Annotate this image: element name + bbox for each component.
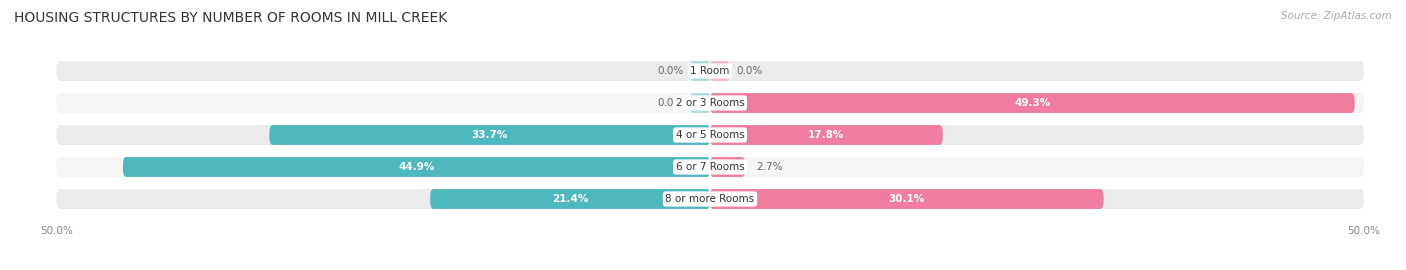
Text: 33.7%: 33.7% [471, 130, 508, 140]
Text: 0.0%: 0.0% [658, 66, 683, 76]
Text: 8 or more Rooms: 8 or more Rooms [665, 194, 755, 204]
FancyBboxPatch shape [56, 61, 1364, 81]
Text: 4 or 5 Rooms: 4 or 5 Rooms [676, 130, 744, 140]
Text: 1 Room: 1 Room [690, 66, 730, 76]
FancyBboxPatch shape [270, 125, 710, 145]
FancyBboxPatch shape [710, 157, 745, 177]
FancyBboxPatch shape [56, 125, 1364, 145]
FancyBboxPatch shape [56, 157, 1364, 177]
FancyBboxPatch shape [690, 93, 710, 113]
Text: 30.1%: 30.1% [889, 194, 925, 204]
Text: 0.0%: 0.0% [737, 66, 762, 76]
Text: 2.7%: 2.7% [756, 162, 782, 172]
FancyBboxPatch shape [56, 189, 1364, 209]
FancyBboxPatch shape [710, 189, 1104, 209]
FancyBboxPatch shape [710, 93, 1354, 113]
Text: 0.0%: 0.0% [658, 98, 683, 108]
Text: Source: ZipAtlas.com: Source: ZipAtlas.com [1281, 11, 1392, 21]
Text: HOUSING STRUCTURES BY NUMBER OF ROOMS IN MILL CREEK: HOUSING STRUCTURES BY NUMBER OF ROOMS IN… [14, 11, 447, 25]
Text: 2 or 3 Rooms: 2 or 3 Rooms [676, 98, 744, 108]
Text: 6 or 7 Rooms: 6 or 7 Rooms [676, 162, 744, 172]
FancyBboxPatch shape [122, 157, 710, 177]
Text: 21.4%: 21.4% [553, 194, 588, 204]
FancyBboxPatch shape [710, 125, 943, 145]
FancyBboxPatch shape [710, 61, 730, 81]
FancyBboxPatch shape [56, 93, 1364, 113]
Text: 44.9%: 44.9% [398, 162, 434, 172]
Text: 17.8%: 17.8% [808, 130, 845, 140]
FancyBboxPatch shape [690, 61, 710, 81]
Text: 49.3%: 49.3% [1014, 98, 1050, 108]
FancyBboxPatch shape [430, 189, 710, 209]
